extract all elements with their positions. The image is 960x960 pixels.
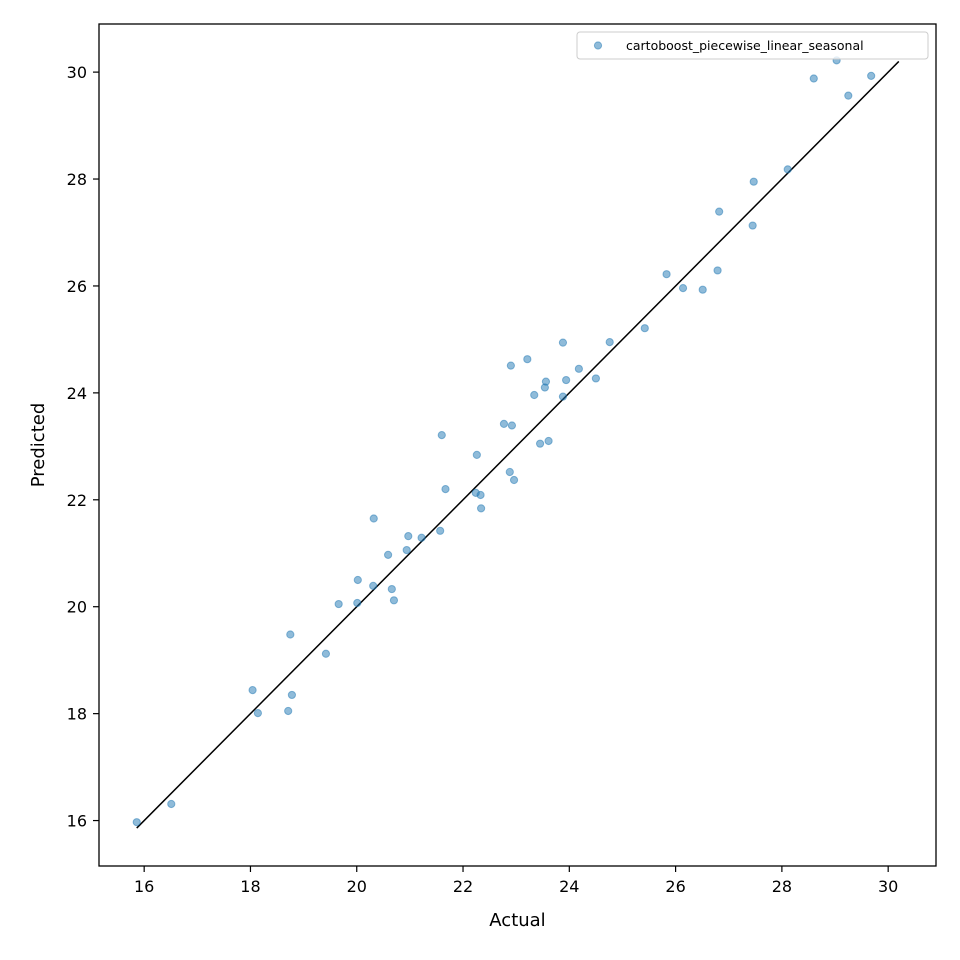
- data-point: [506, 361, 515, 370]
- data-point: [558, 392, 568, 401]
- x-tick-label: 28: [772, 877, 792, 896]
- data-point: [662, 270, 671, 279]
- data-point: [523, 355, 532, 364]
- y-tick-label: 18: [67, 705, 87, 724]
- data-point: [591, 374, 600, 383]
- y-tick-label: 22: [67, 491, 87, 510]
- y-tick-label: 28: [67, 170, 87, 189]
- y-tick-label: 26: [67, 277, 87, 296]
- data-point: [253, 709, 262, 718]
- data-point: [389, 596, 399, 605]
- data-point: [507, 421, 517, 430]
- data-point: [562, 375, 571, 385]
- data-point: [748, 221, 757, 230]
- data-point: [417, 533, 426, 542]
- data-point: [321, 649, 331, 658]
- x-tick-label: 18: [240, 877, 260, 896]
- x-axis-ticks: 16 18 20 22 24 26 28 30: [134, 866, 898, 896]
- x-axis-label: Actual: [489, 910, 545, 931]
- legend: cartoboost_piecewise_linear_seasonal: [576, 31, 929, 60]
- data-point: [535, 439, 545, 448]
- x-tick-label: 22: [453, 877, 473, 896]
- data-point: [509, 475, 519, 485]
- data-points-layer: [132, 56, 876, 827]
- data-point: [476, 504, 486, 513]
- data-point: [387, 584, 396, 594]
- plot-frame: [98, 23, 937, 867]
- x-tick-label: 26: [665, 877, 685, 896]
- data-point: [383, 550, 393, 559]
- y-tick-label: 16: [67, 812, 87, 831]
- data-point: [353, 598, 362, 608]
- data-point: [844, 91, 853, 100]
- data-point: [248, 686, 257, 695]
- data-point: [437, 431, 446, 440]
- x-tick-label: 20: [347, 877, 367, 896]
- data-point: [574, 364, 583, 373]
- data-point: [132, 818, 141, 827]
- identity-reference-line: [136, 60, 900, 829]
- data-point: [867, 71, 876, 80]
- data-point: [167, 799, 176, 809]
- data-point: [287, 690, 297, 700]
- data-point: [472, 450, 481, 459]
- data-point: [558, 338, 568, 347]
- legend-marker: [593, 41, 603, 50]
- x-tick-label: 24: [559, 877, 579, 896]
- data-point: [713, 266, 722, 275]
- y-axis-ticks: 16 18 20 22 24 26 28 30: [67, 63, 99, 831]
- data-point: [698, 285, 707, 294]
- data-point: [541, 377, 551, 386]
- legend-label: cartoboost_piecewise_linear_seasonal: [626, 38, 864, 53]
- data-point: [369, 581, 378, 590]
- data-point: [749, 177, 758, 186]
- y-axis-label: Predicted: [28, 403, 49, 488]
- data-point: [783, 165, 792, 174]
- data-point: [404, 532, 413, 541]
- data-point: [605, 337, 614, 347]
- data-point: [284, 706, 293, 716]
- data-point: [505, 467, 514, 477]
- data-point: [640, 324, 649, 333]
- data-point: [678, 283, 688, 293]
- data-point: [715, 207, 724, 216]
- legend-box: [576, 31, 929, 60]
- data-point: [353, 575, 362, 585]
- data-point: [441, 485, 450, 494]
- data-point: [544, 436, 553, 446]
- data-point: [286, 630, 295, 639]
- data-point: [436, 526, 445, 535]
- reference-line-layer: [136, 60, 900, 829]
- y-tick-label: 30: [67, 63, 87, 82]
- x-tick-label: 16: [134, 877, 154, 896]
- data-point: [334, 599, 343, 609]
- data-point: [809, 74, 818, 83]
- x-tick-label: 30: [878, 877, 898, 896]
- y-tick-label: 20: [67, 598, 87, 617]
- data-point: [402, 545, 411, 555]
- data-point: [530, 390, 539, 400]
- data-point: [499, 419, 509, 428]
- data-point: [369, 514, 378, 523]
- y-tick-label: 24: [67, 384, 87, 403]
- data-point: [476, 490, 485, 500]
